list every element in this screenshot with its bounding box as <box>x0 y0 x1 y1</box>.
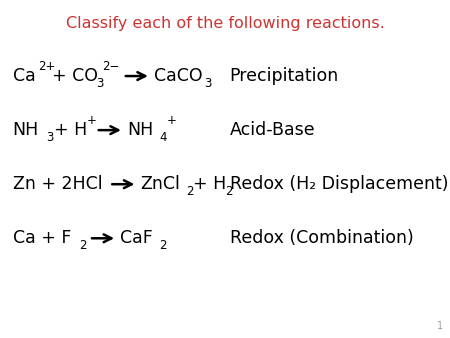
Text: NH: NH <box>127 121 153 139</box>
Text: 2: 2 <box>186 185 194 198</box>
Text: + H: + H <box>54 121 87 139</box>
Text: Redox (Combination): Redox (Combination) <box>230 229 413 247</box>
Text: 2−: 2− <box>103 60 120 73</box>
Text: Redox (H₂ Displacement): Redox (H₂ Displacement) <box>230 175 448 193</box>
Text: 2+: 2+ <box>38 60 56 73</box>
Text: 2: 2 <box>79 239 86 252</box>
Text: Ca: Ca <box>13 67 36 85</box>
Text: +: + <box>166 114 176 127</box>
Text: 2: 2 <box>225 185 233 198</box>
Text: 2: 2 <box>159 239 166 252</box>
Text: 3: 3 <box>46 131 54 144</box>
Text: 3: 3 <box>204 77 212 90</box>
Text: +: + <box>86 114 96 127</box>
Text: Classify each of the following reactions.: Classify each of the following reactions… <box>66 16 384 31</box>
Text: 3: 3 <box>96 77 103 90</box>
Text: CaCO: CaCO <box>154 67 202 85</box>
Text: ZnCl: ZnCl <box>140 175 180 193</box>
Text: 1: 1 <box>437 321 443 331</box>
Text: Zn + 2HCl: Zn + 2HCl <box>13 175 102 193</box>
Text: + H: + H <box>193 175 226 193</box>
Text: + CO: + CO <box>52 67 98 85</box>
Text: Acid-Base: Acid-Base <box>230 121 315 139</box>
Text: NH: NH <box>13 121 39 139</box>
Text: Precipitation: Precipitation <box>230 67 339 85</box>
Text: CaF: CaF <box>120 229 153 247</box>
Text: Ca + F: Ca + F <box>13 229 71 247</box>
Text: 4: 4 <box>160 131 167 144</box>
